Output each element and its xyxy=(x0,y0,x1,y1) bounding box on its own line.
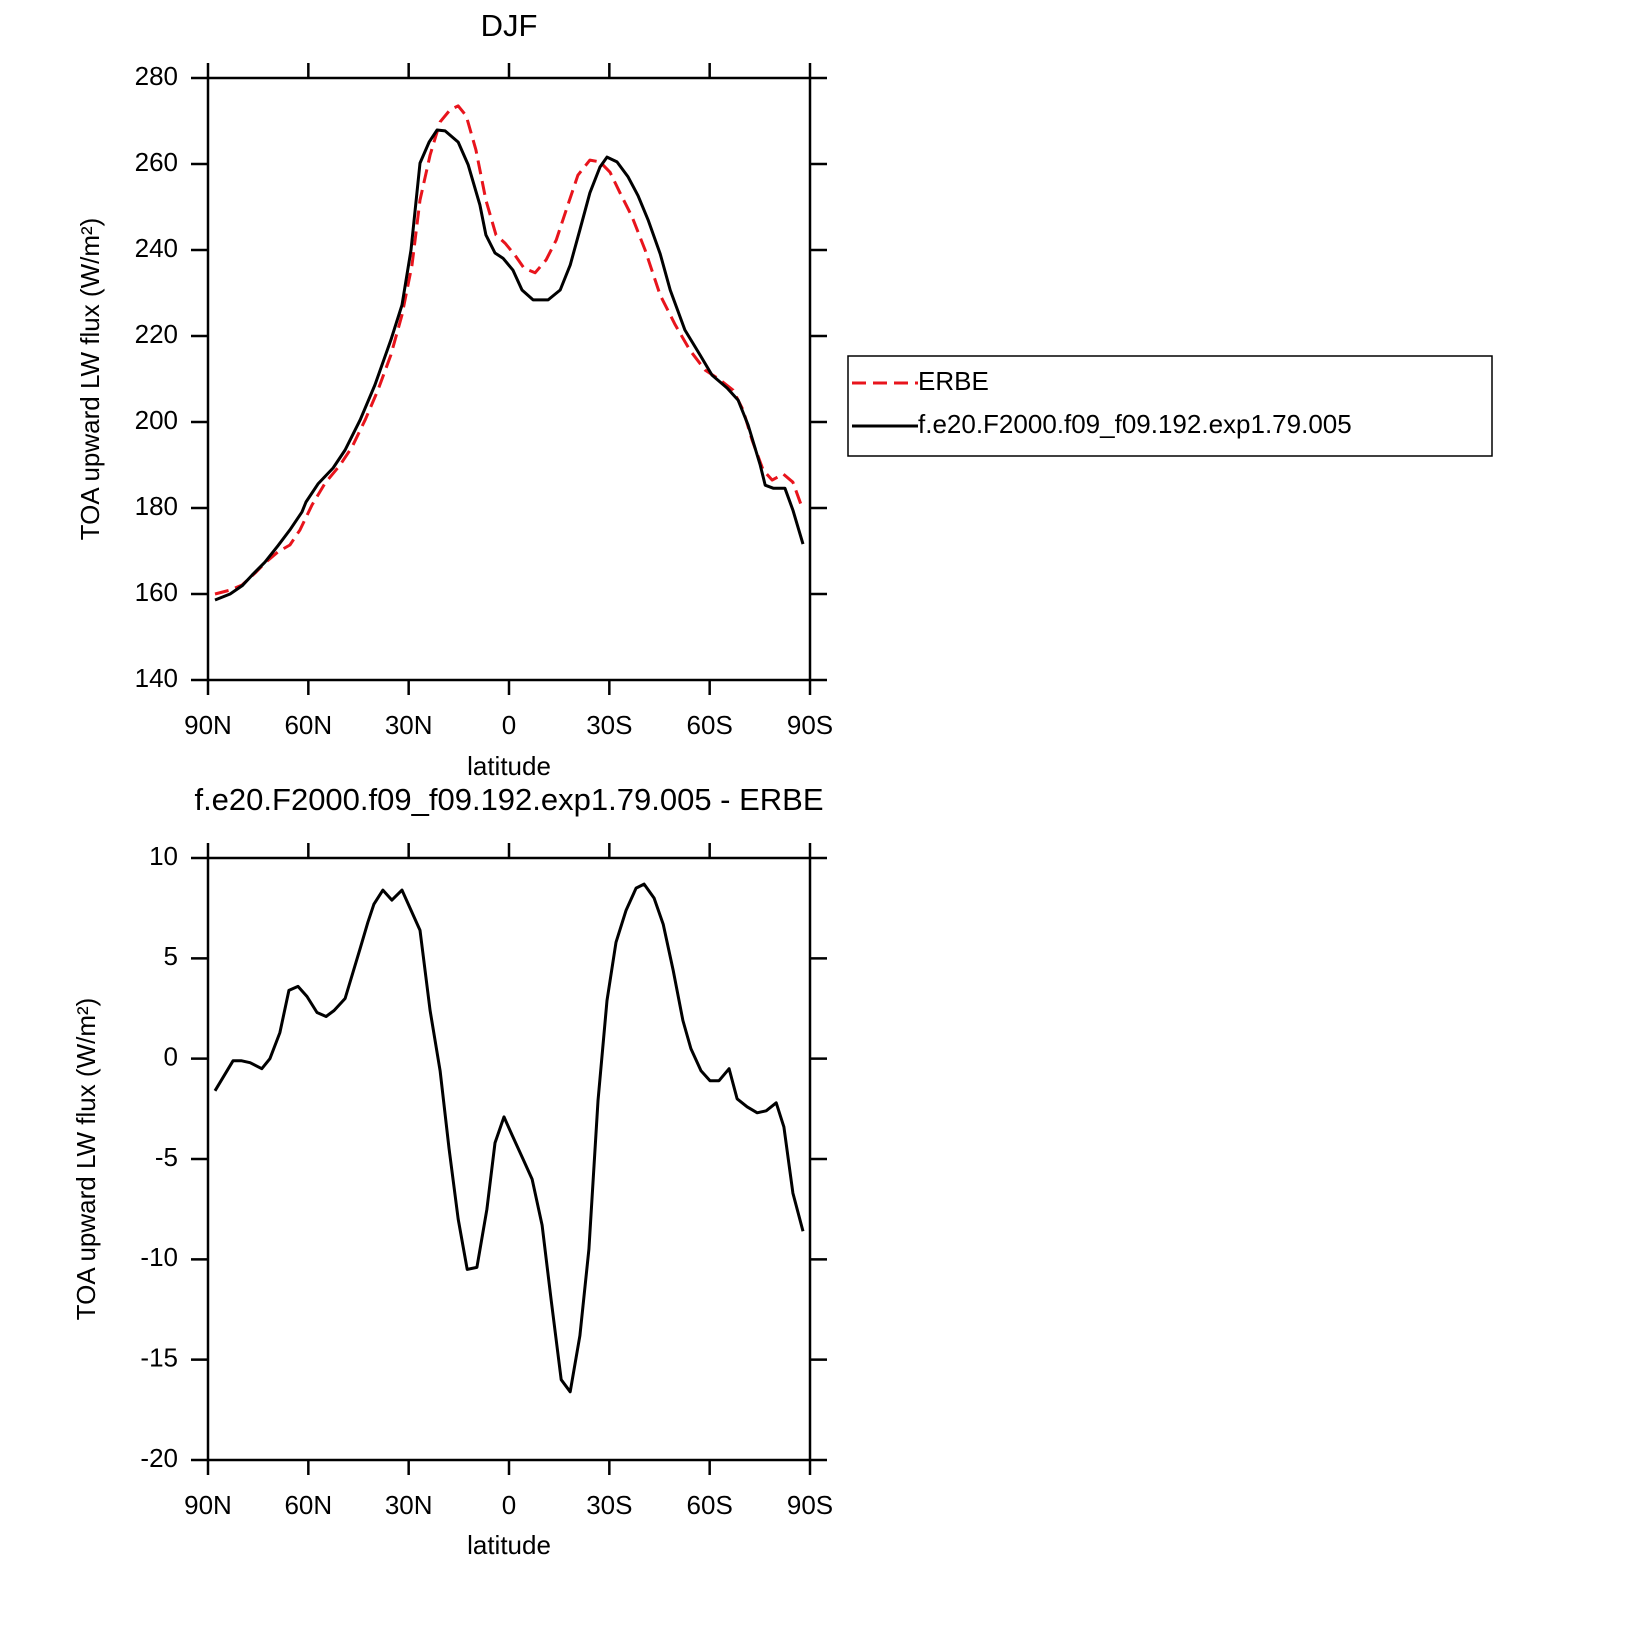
y-tick-label: -10 xyxy=(140,1242,178,1272)
y-tick-label: 180 xyxy=(135,491,178,521)
legend-label: f.e20.F2000.f09_f09.192.exp1.79.005 xyxy=(918,409,1352,439)
x-tick-label: 90S xyxy=(787,1490,833,1520)
chart-title: f.e20.F2000.f09_f09.192.exp1.79.005 - ER… xyxy=(194,782,823,817)
y-tick-label: 140 xyxy=(135,663,178,693)
y-tick-label: 240 xyxy=(135,233,178,263)
x-tick-label: 30N xyxy=(385,1490,433,1520)
x-tick-label: 30S xyxy=(586,710,632,740)
x-tick-label: 90N xyxy=(184,1490,232,1520)
x-tick-label: 60N xyxy=(284,710,332,740)
x-axis-label: latitude xyxy=(467,751,551,781)
chart-title: DJF xyxy=(481,8,538,43)
x-tick-label: 60N xyxy=(284,1490,332,1520)
x-tick-label: 60S xyxy=(687,1490,733,1520)
x-axis-label: latitude xyxy=(467,1530,551,1560)
x-tick-label: 90S xyxy=(787,710,833,740)
y-tick-label: 5 xyxy=(164,941,178,971)
plot-frame xyxy=(206,856,812,1462)
y-tick-label: 160 xyxy=(135,577,178,607)
y-axis-label: TOA upward LW flux (W/m²) xyxy=(71,998,101,1321)
y-tick-label: 260 xyxy=(135,147,178,177)
x-tick-label: 60S xyxy=(687,710,733,740)
legend: ERBE f.e20.F2000.f09_f09.192.exp1.79.005 xyxy=(847,355,1493,457)
x-tick-label: 90N xyxy=(184,710,232,740)
legend-label: ERBE xyxy=(918,366,989,396)
y-axis-label: TOA upward LW flux (W/m²) xyxy=(75,218,105,541)
x-tick-label: 30S xyxy=(586,1490,632,1520)
plot-frame xyxy=(206,76,812,682)
y-tick-label: 200 xyxy=(135,405,178,435)
x-tick-label: 0 xyxy=(502,1490,516,1520)
data-line xyxy=(214,104,805,596)
x-tick-label: 30N xyxy=(385,710,433,740)
legend-box xyxy=(847,355,1493,457)
data-line xyxy=(214,128,805,602)
data-line xyxy=(213,882,805,1394)
y-tick-label: -5 xyxy=(155,1142,178,1172)
y-tick-label: 220 xyxy=(135,319,178,349)
y-tick-label: -20 xyxy=(140,1443,178,1473)
y-tick-label: 10 xyxy=(149,841,178,871)
x-tick-label: 0 xyxy=(502,710,516,740)
y-tick-label: 280 xyxy=(135,61,178,91)
y-tick-label: -15 xyxy=(140,1343,178,1373)
y-tick-label: 0 xyxy=(164,1042,178,1072)
